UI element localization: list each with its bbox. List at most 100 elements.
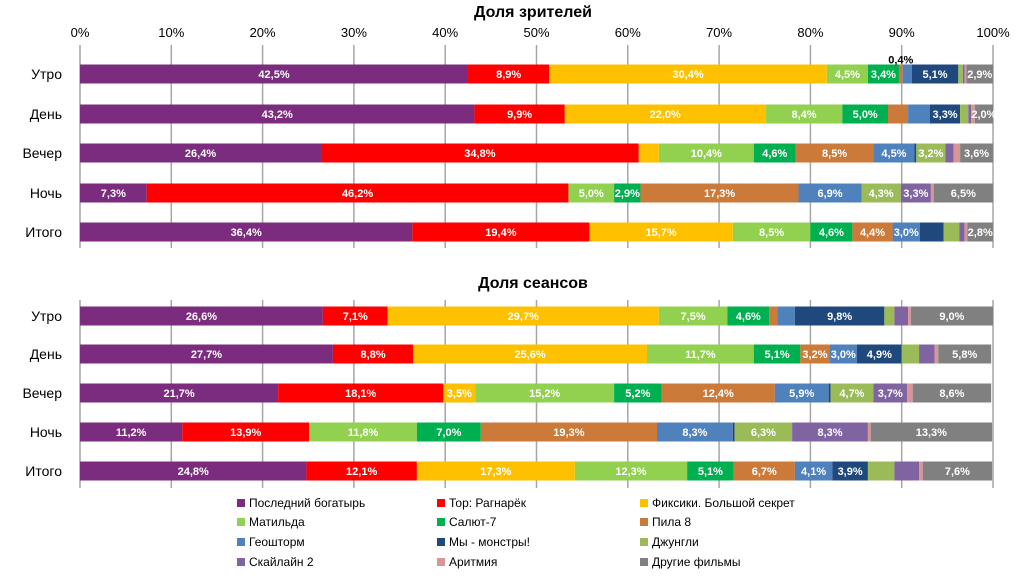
bar-segment xyxy=(832,461,868,481)
bar-segment xyxy=(892,222,920,242)
bar-segment xyxy=(916,143,946,163)
x-tick-label: 100% xyxy=(976,25,1010,40)
bar-segment xyxy=(914,143,917,163)
data-label: 3,2% xyxy=(918,148,943,160)
bar-segment xyxy=(911,64,959,84)
bar-segment xyxy=(564,104,766,124)
data-label: 5,1% xyxy=(698,466,723,478)
bar-segment xyxy=(734,422,793,442)
bar-segment xyxy=(646,344,754,364)
legend-label: Скайлайн 2 xyxy=(249,555,314,569)
x-tick-label: 80% xyxy=(797,25,823,40)
bar-segment xyxy=(774,383,829,403)
data-label: 9,9% xyxy=(507,109,532,121)
bar-segment xyxy=(387,306,659,326)
bar-segment xyxy=(549,64,827,84)
bar-segment xyxy=(930,104,961,124)
bar-segment xyxy=(306,461,417,481)
data-label: 4,1% xyxy=(801,466,826,478)
data-label: 3,4% xyxy=(871,69,896,81)
data-label: 8,3% xyxy=(817,427,842,439)
data-label: 34,8% xyxy=(464,148,495,160)
bar-segment xyxy=(902,64,912,84)
bar-segment xyxy=(474,104,565,124)
bar-segment xyxy=(856,344,902,364)
bar-segment xyxy=(919,344,935,364)
bar-segment xyxy=(884,306,895,326)
data-label: 26,6% xyxy=(186,311,217,323)
bar-segment xyxy=(332,344,414,364)
data-label: 6,5% xyxy=(951,188,976,200)
legend-label: Последний богатырь xyxy=(249,496,365,510)
data-label: 25,6% xyxy=(515,349,546,361)
bar-segment xyxy=(867,64,899,84)
bar-segment xyxy=(182,422,310,442)
bar-segment xyxy=(894,306,909,326)
bar-segment xyxy=(873,143,915,163)
bar-segment xyxy=(80,183,147,203)
data-label: 0,4% xyxy=(888,55,913,67)
legend-swatch xyxy=(640,518,648,526)
data-label: 4,9% xyxy=(867,349,892,361)
data-label: 9,0% xyxy=(939,311,964,323)
bar-segment xyxy=(900,183,931,203)
bar-segment xyxy=(443,383,476,403)
data-label: 6,3% xyxy=(751,427,776,439)
data-label: 4,5% xyxy=(835,69,860,81)
chart-title: Доля зрителей xyxy=(474,4,592,21)
data-label: 12,3% xyxy=(615,466,646,478)
data-label: 7,5% xyxy=(681,311,706,323)
bar-segment xyxy=(658,306,728,326)
data-label: 11,7% xyxy=(685,349,716,361)
x-tick-label: 50% xyxy=(523,25,549,40)
data-label: 7,1% xyxy=(343,311,368,323)
x-tick-label: 70% xyxy=(706,25,732,40)
bar-segment xyxy=(908,104,931,124)
bar-segment xyxy=(777,306,795,326)
data-label: 4,6% xyxy=(762,148,787,160)
data-label: 36,4% xyxy=(231,227,262,239)
data-label: 8,3% xyxy=(682,427,707,439)
legend-swatch xyxy=(437,558,445,566)
data-label: 19,4% xyxy=(485,227,516,239)
data-label: 2,9% xyxy=(615,188,640,200)
bar-segment xyxy=(412,222,590,242)
bar-segment xyxy=(898,64,903,84)
bar-segment xyxy=(416,422,481,442)
bar-segment xyxy=(958,64,963,84)
legend-label: Пила 8 xyxy=(652,515,691,529)
bar-segment xyxy=(640,183,799,203)
bar-segment xyxy=(687,461,734,481)
x-tick-label: 0% xyxy=(71,25,90,40)
bar-segment xyxy=(971,104,975,124)
bar-segment xyxy=(661,383,775,403)
data-label: 27,7% xyxy=(191,349,222,361)
bar-segment xyxy=(810,222,853,242)
data-label: 11,2% xyxy=(116,427,147,439)
bar-segment xyxy=(962,64,965,84)
data-label: 30,4% xyxy=(672,69,703,81)
category-label: Ночь xyxy=(30,185,62,201)
legend-label: Фиксики. Большой секрет xyxy=(652,496,795,510)
data-label: 4,6% xyxy=(736,311,761,323)
legend-swatch xyxy=(437,518,445,526)
category-label: День xyxy=(30,346,62,362)
legend-swatch xyxy=(437,499,445,507)
data-label: 5,1% xyxy=(922,69,947,81)
bar-segment xyxy=(919,461,923,481)
data-label: 4,6% xyxy=(819,227,844,239)
bar-segment xyxy=(732,222,811,242)
data-label: 6,7% xyxy=(752,466,777,478)
data-label: 8,5% xyxy=(822,148,847,160)
bar-segment xyxy=(480,422,658,442)
bar-segment xyxy=(943,222,960,242)
legend-swatch xyxy=(237,538,245,546)
bar-segment xyxy=(930,183,934,203)
bar-segment xyxy=(933,183,993,203)
data-label: 3,3% xyxy=(933,109,958,121)
data-label: 3,0% xyxy=(894,227,919,239)
bar-segment xyxy=(867,461,895,481)
category-label: Итого xyxy=(25,224,62,240)
bar-segment xyxy=(967,222,993,242)
